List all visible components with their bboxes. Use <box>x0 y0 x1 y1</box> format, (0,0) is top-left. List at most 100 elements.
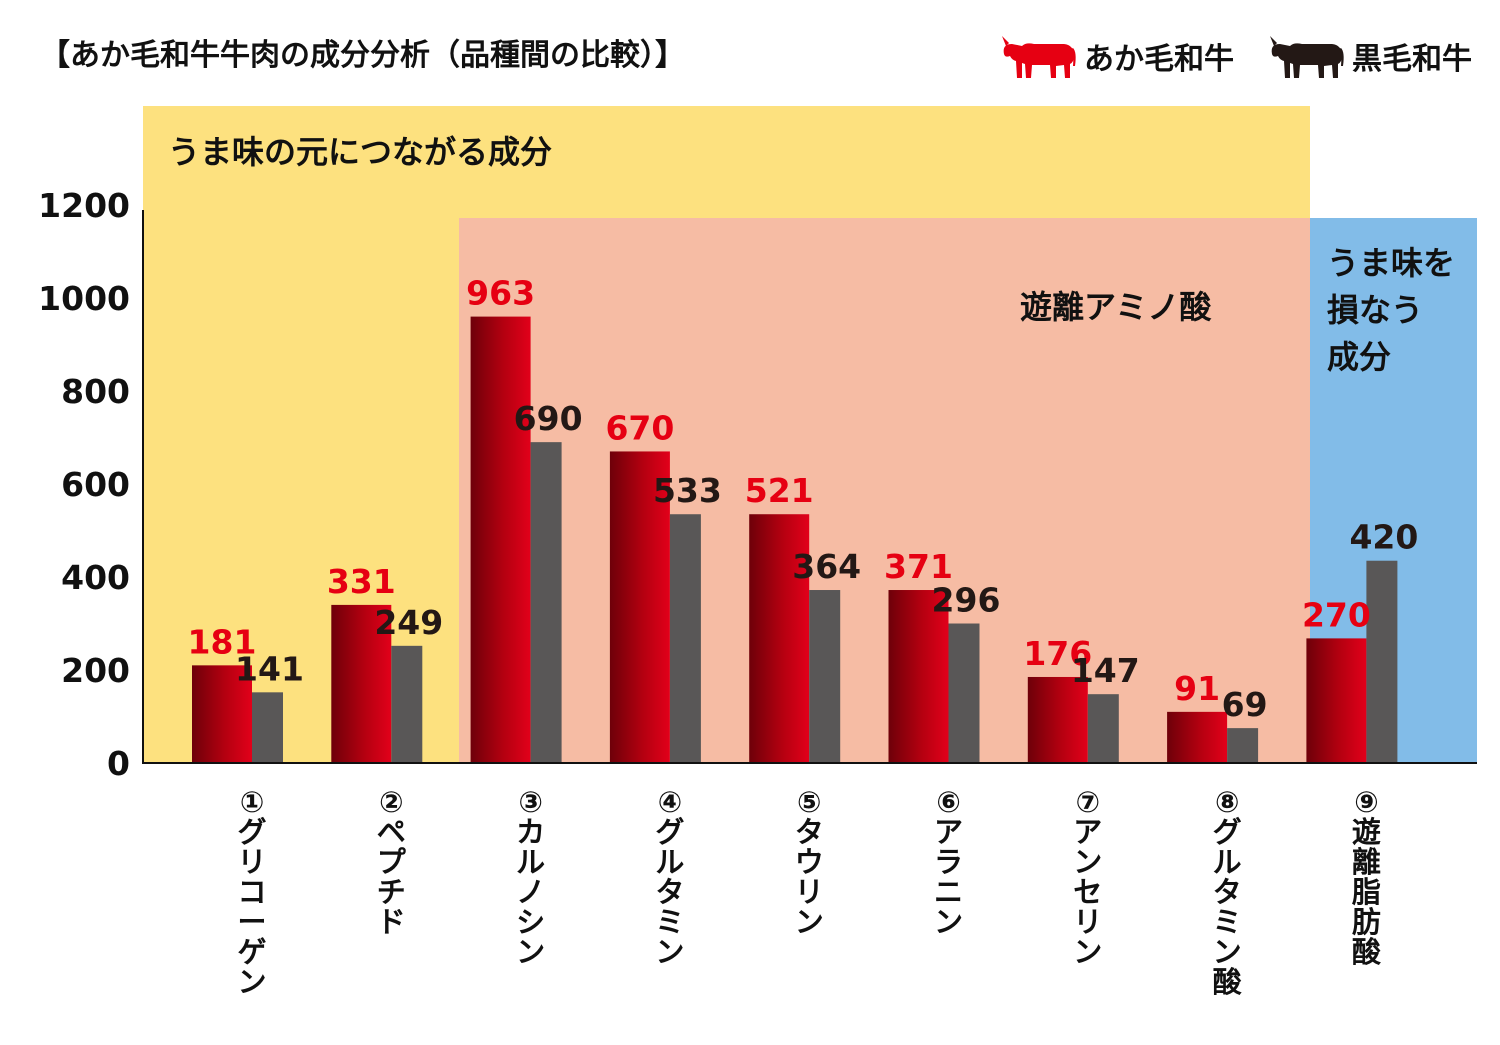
bar-kuroge <box>252 692 283 763</box>
x-tick-char: ル <box>516 845 545 879</box>
x-tick-char: コ <box>237 875 266 909</box>
bar-kuroge <box>391 645 423 763</box>
bar-kuroge <box>530 442 562 763</box>
x-tick-char: ン <box>516 935 545 969</box>
legend-red-cow: あか毛和牛 <box>1000 32 1234 80</box>
x-tick-char: ペ <box>377 815 406 849</box>
data-label-kuroge: 141 <box>235 649 304 688</box>
red-cow-icon <box>1002 36 1076 78</box>
x-tick-char: カ <box>516 815 545 849</box>
x-tick-char: ⑧ <box>1215 785 1240 819</box>
data-label-akage: 270 <box>1302 595 1371 634</box>
x-tick-char: ⑦ <box>1076 785 1101 819</box>
x-tick-char: ン <box>934 905 963 939</box>
x-tick-char: プ <box>377 845 407 879</box>
data-label-kuroge: 296 <box>932 581 1001 620</box>
data-label-akage: 670 <box>605 408 674 447</box>
x-tick-char: ニ <box>934 875 963 909</box>
x-tick-char: ル <box>655 845 684 879</box>
x-tick-char: ③ <box>518 785 543 819</box>
x-tick-char: セ <box>1073 875 1102 909</box>
bar-kuroge <box>669 514 701 763</box>
x-tick-char: チ <box>377 875 406 909</box>
y-tick-label: 200 <box>61 651 130 690</box>
region-label-line: 損なう <box>1327 291 1423 329</box>
black-cow-icon <box>1270 36 1344 78</box>
x-tick-char: 遊 <box>1352 815 1381 849</box>
data-label-kuroge: 690 <box>514 399 583 438</box>
bar-akage <box>192 665 252 763</box>
data-label-akage: 331 <box>327 562 396 601</box>
data-label-kuroge: 249 <box>374 603 443 642</box>
data-label-akage: 963 <box>466 274 535 313</box>
x-tick-char: ン <box>655 935 684 969</box>
x-tick-char: グ <box>237 815 266 849</box>
bar-kuroge <box>1087 694 1119 763</box>
data-label-akage: 91 <box>1174 669 1220 708</box>
data-label-akage: 181 <box>188 622 257 661</box>
x-tick-char: ⑥ <box>936 785 961 819</box>
x-tick-char: 脂 <box>1352 875 1381 909</box>
data-label-kuroge: 69 <box>1222 685 1268 724</box>
x-tick-char: ミ <box>655 905 684 939</box>
bar-akage <box>1306 638 1367 763</box>
x-tick-char: ⑤ <box>797 785 822 819</box>
x-tick-char: 酸 <box>1213 965 1243 999</box>
x-tick-char: ー <box>237 905 266 939</box>
x-tick-char: 肪 <box>1352 905 1381 939</box>
x-tick-char: ン <box>1213 935 1242 969</box>
y-tick-label: 0 <box>107 744 130 783</box>
x-tick-char: グ <box>655 815 684 849</box>
bar-kuroge <box>1366 560 1398 763</box>
region-label-free-amino-acids: 遊離アミノ酸 <box>1020 288 1212 326</box>
x-tick-char: ラ <box>934 845 963 879</box>
bar-akage <box>609 451 670 763</box>
y-tick-label: 400 <box>61 558 130 597</box>
y-tick-label: 1200 <box>38 186 130 225</box>
bar-akage <box>1167 711 1228 763</box>
data-label-kuroge: 533 <box>653 471 722 510</box>
data-label-kuroge: 147 <box>1071 651 1140 690</box>
x-tick-char: ① <box>240 785 265 819</box>
x-tick-char: ン <box>1073 935 1102 969</box>
x-tick-char: 離 <box>1352 845 1381 879</box>
x-tick-char: ウ <box>795 845 824 879</box>
x-tick-char: ア <box>1073 815 1102 849</box>
bar-akage <box>749 514 810 763</box>
bar-akage <box>331 604 392 763</box>
y-axis: 0 200 400 600 800 1000 1200 <box>38 186 130 783</box>
region-label-line: 成分 <box>1327 338 1391 376</box>
x-tick-char: ン <box>1073 845 1102 879</box>
x-tick-char: ゲ <box>237 935 266 969</box>
x-tick-char: リ <box>795 875 824 909</box>
bar-kuroge <box>948 623 980 763</box>
legend-black-cow: 黒毛和牛 <box>1268 32 1472 80</box>
x-tick-char: シ <box>516 905 545 939</box>
legend-label-kuroge: 黒毛和牛 <box>1352 42 1472 77</box>
x-tick-char: ノ <box>516 875 545 909</box>
x-tick-char: ア <box>934 815 963 849</box>
bar-akage <box>888 590 949 763</box>
x-tick-char: リ <box>237 845 266 879</box>
x-tick-char: ン <box>795 905 824 939</box>
x-tick-char: タ <box>1213 875 1242 909</box>
y-tick-label: 1000 <box>38 279 130 318</box>
region-label-line: うま味を <box>1327 244 1455 282</box>
x-tick-char: 酸 <box>1352 935 1382 969</box>
bar-kuroge <box>1227 728 1259 763</box>
x-tick-char: ド <box>377 905 406 939</box>
x-tick-char: ル <box>1213 845 1242 879</box>
x-tick-char: ン <box>237 965 266 999</box>
y-tick-label: 800 <box>61 372 130 411</box>
x-tick-char: リ <box>1073 905 1102 939</box>
